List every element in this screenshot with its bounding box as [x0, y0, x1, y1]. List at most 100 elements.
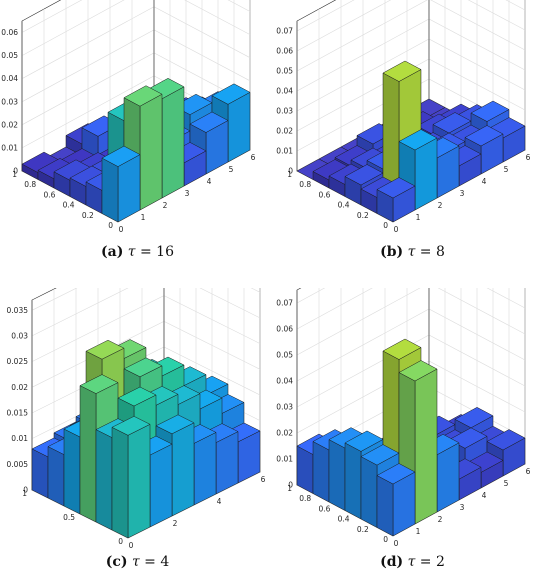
bar-front-face	[149, 443, 173, 528]
x-tick-label: 4	[482, 491, 487, 500]
bar-top-face	[123, 357, 163, 378]
y-tick-label: 0.4	[63, 201, 75, 210]
y-tick-label: 0.8	[299, 494, 311, 503]
x-tick-label: 1	[416, 213, 421, 222]
bar-top-face	[211, 83, 251, 105]
y-tick-label: 0.4	[338, 201, 350, 210]
z-tick-label: 0.06	[276, 47, 293, 56]
bar-side-face	[101, 157, 119, 223]
bar-side-face	[111, 426, 129, 539]
bar-front-face	[127, 423, 151, 539]
z-tick-label: 0.06	[276, 325, 293, 334]
z-tick-label: 0.035	[7, 306, 29, 315]
z-tick-label: 0.05	[1, 51, 18, 60]
z-tick-label: 0.04	[1, 74, 18, 83]
bar-side-face	[63, 428, 81, 515]
bar-top-face	[470, 100, 510, 122]
bar-front-face	[414, 137, 438, 211]
y-tick-label: 1	[287, 484, 292, 493]
z-tick-label: 0.025	[7, 357, 29, 366]
y-tick-label: 0.6	[43, 190, 55, 199]
x-tick-label: 3	[460, 189, 465, 198]
y-tick-label: 0	[108, 221, 113, 230]
bar-top-face	[376, 463, 416, 485]
z-tick-label: 0.01	[11, 434, 28, 443]
bar-top-face	[398, 360, 438, 382]
bar-top-face	[85, 339, 125, 360]
x-tick-label: 5	[504, 165, 509, 174]
chart-panel-a: 0 0.01 0.02 0.03 0.04 0.05 0.06 0 1 2 3 4 5 6 0 0.2 0.4 0…	[0, 0, 275, 240]
bar3d-chart-d: 00.010.020.030.040.050.060.07012345600.2…	[276, 288, 531, 548]
caption-tag: (b)	[380, 244, 404, 260]
y-tick-label: 0	[383, 535, 388, 544]
z-tick-label: 0.02	[276, 429, 293, 438]
caption-symbol: τ	[127, 244, 136, 260]
x-tick-label: 5	[229, 165, 234, 174]
z-tick-label: 0.01	[276, 455, 293, 464]
bar-top-face	[454, 407, 494, 429]
bar-top-face	[376, 177, 416, 199]
chart-panel-c: 0 0.005 0.01 0.015 0.02 0.025 0.03 0.035 0 2 4 6 0 0.…	[0, 288, 275, 550]
caption-value: = 8	[415, 244, 445, 260]
x-tick-label: 4	[482, 177, 487, 186]
y-tick-label: 0	[383, 221, 388, 230]
bar-front-face	[139, 93, 163, 211]
x-tick-label: 3	[185, 189, 190, 198]
bar-side-face	[95, 429, 113, 531]
caption-value: = 4	[139, 554, 170, 570]
bar-top-face	[155, 414, 195, 435]
y-tick-label: 0.6	[318, 504, 330, 513]
z-tick-label: 0.03	[276, 403, 293, 412]
tick-labels: 00.010.020.030.040.050.060.07012345600.2…	[276, 27, 530, 235]
bar-top-face	[398, 129, 438, 151]
bars-layer	[296, 338, 526, 537]
bar-side-face	[31, 448, 49, 499]
z-tick-label: 0.005	[7, 460, 29, 469]
z-tick-label: 0.07	[276, 27, 293, 36]
bar-top-face	[123, 85, 163, 107]
x-tick-label: 0	[394, 225, 399, 234]
caption-tag: (c)	[105, 554, 128, 570]
y-tick-label: 1	[12, 170, 17, 179]
z-tick-label: 0.05	[276, 351, 293, 360]
z-tick-label: 0.03	[1, 97, 18, 106]
bar-top-face	[79, 374, 119, 394]
y-tick-label: 0.8	[299, 180, 311, 189]
x-tick-label: 2	[173, 519, 178, 528]
bar-top-face	[117, 386, 157, 407]
z-tick-label: 0.04	[276, 377, 293, 386]
bar-top-face	[111, 416, 151, 436]
bar3d-chart-b: 00.010.020.030.040.050.060.07012345600.2…	[276, 0, 531, 235]
bars-layer	[31, 339, 261, 539]
x-tick-label: 1	[141, 213, 146, 222]
x-tick-label: 2	[438, 515, 443, 524]
z-tick-label: 0.02	[1, 120, 18, 129]
z-tick-label: 0.01	[276, 147, 293, 156]
z-tick-label: 0.03	[276, 107, 293, 116]
bar-top-face	[382, 60, 422, 82]
x-tick-label: 2	[438, 201, 443, 210]
y-tick-label: 0.5	[63, 513, 75, 522]
bar-side-face	[312, 441, 330, 503]
bar-side-face	[328, 439, 346, 511]
caption-value: = 16	[135, 244, 174, 260]
x-tick-label: 4	[207, 177, 212, 186]
z-tick-label: 0.02	[276, 127, 293, 136]
z-tick-label: 0.015	[7, 409, 29, 418]
x-tick-label: 3	[460, 503, 465, 512]
x-tick-label: 2	[163, 201, 168, 210]
x-tick-label: 6	[251, 153, 256, 162]
chart-panel-d: 0 0.01 0.02 0.03 0.04 0.05 0.06 0.07 0 1 2 3 4 5 6 0 0.2…	[275, 288, 550, 550]
caption-symbol: τ	[407, 244, 416, 260]
x-tick-label: 6	[526, 153, 531, 162]
bar3d-chart-c: 0 0.005 0.01 0.015 0.02 0.025 0.03 0.035 0 2 4 6 0 0.…	[7, 288, 266, 550]
z-tick-label: 0.01	[1, 143, 18, 152]
bar-top-face	[344, 164, 384, 186]
bar-front-face	[171, 422, 195, 517]
x-tick-label: 0	[119, 225, 124, 234]
y-tick-label: 1	[287, 170, 292, 179]
bar-side-face	[344, 442, 362, 520]
z-tick-label: 0.04	[276, 87, 293, 96]
z-tick-label: 0	[288, 167, 293, 176]
bar-side-face	[376, 475, 394, 537]
